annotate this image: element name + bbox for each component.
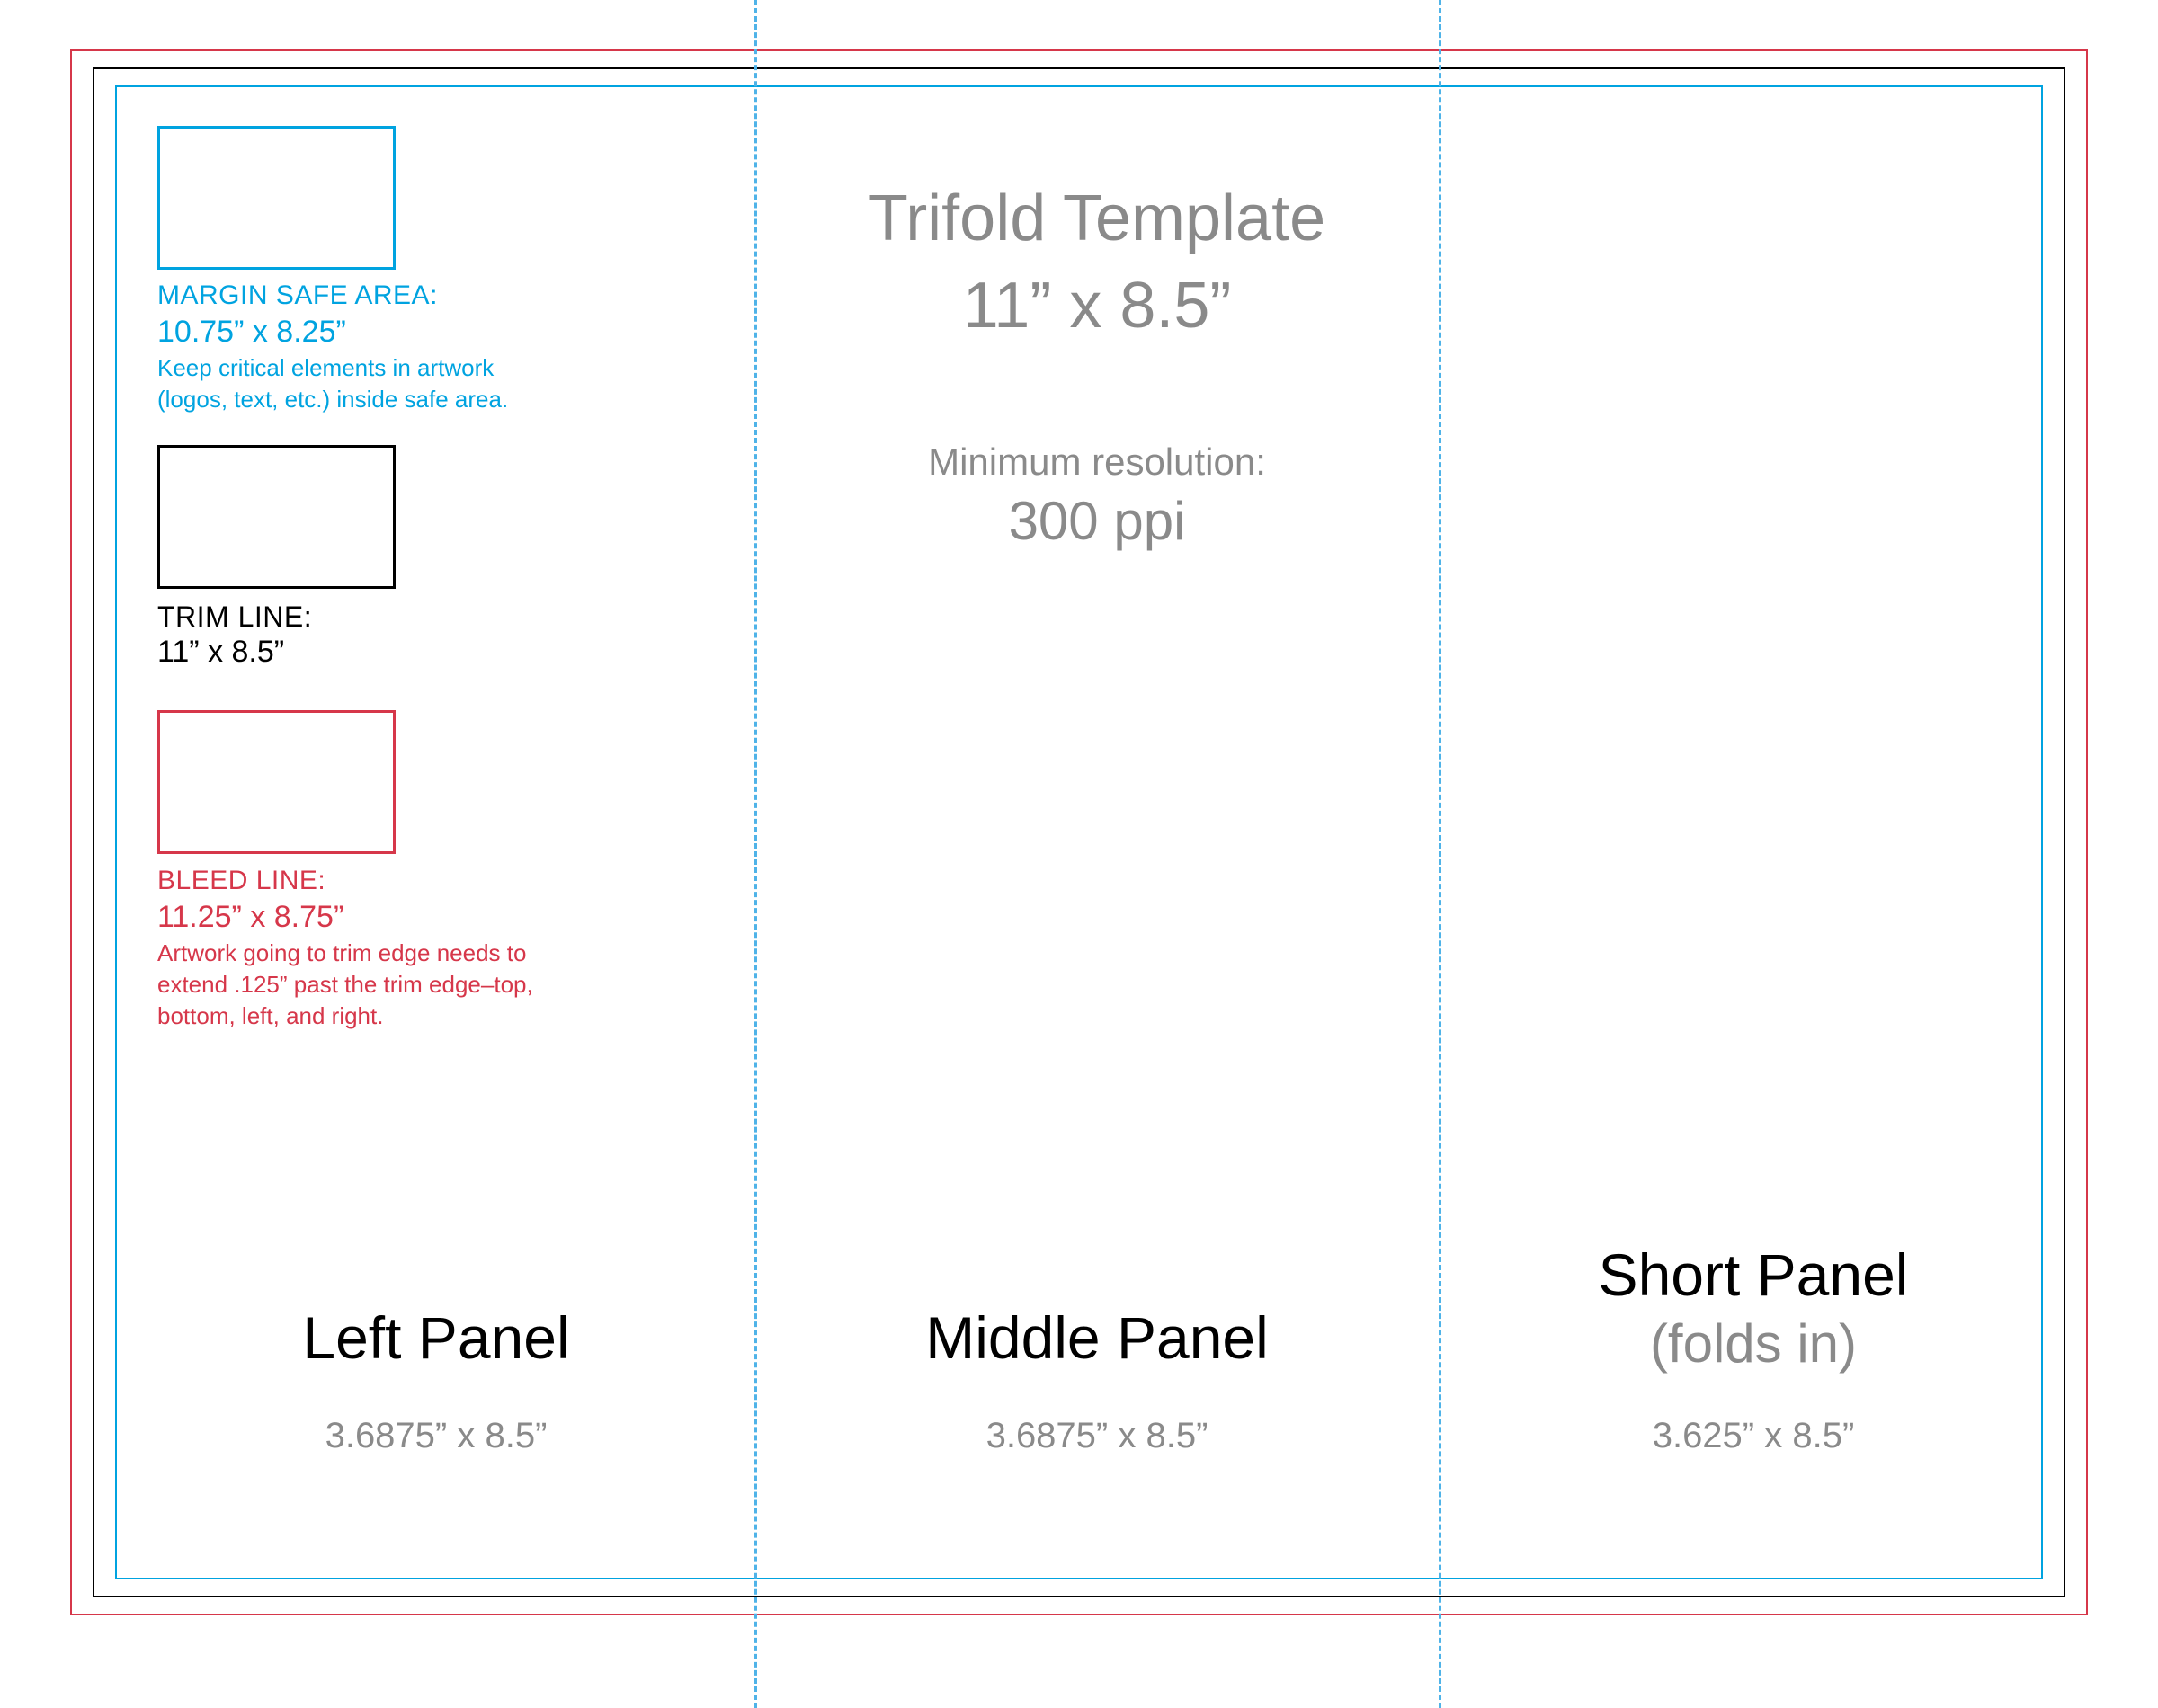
- panel-right-sub: (folds in): [1439, 1312, 2068, 1374]
- panel-middle-dimensions: 3.6875” x 8.5”: [755, 1416, 1439, 1456]
- legend-safe-description: Keep critical elements in artwork (logos…: [157, 352, 553, 415]
- legend-trim-title: TRIM LINE:: [157, 600, 312, 634]
- legend-trim-dimensions: 11” x 8.5”: [157, 635, 284, 670]
- swatch-safe-area: [157, 126, 396, 270]
- panel-right-dimensions: 3.625” x 8.5”: [1439, 1416, 2068, 1456]
- swatch-bleed-line: [157, 710, 396, 854]
- template-title: Trifold Template 11” x 8.5”: [755, 175, 1439, 350]
- legend-safe-dimensions: 10.75” x 8.25”: [157, 315, 346, 350]
- legend-bleed-dimensions: 11.25” x 8.75”: [157, 900, 343, 935]
- panel-left-name: Left Panel: [117, 1303, 755, 1372]
- legend-safe-title: MARGIN SAFE AREA:: [157, 280, 438, 311]
- legend-bleed-description: Artwork going to trim edge needs to exte…: [157, 938, 535, 1032]
- resolution-label: Minimum resolution:: [755, 440, 1439, 484]
- panel-right-name: Short Panel: [1439, 1241, 2068, 1309]
- legend-bleed-title: BLEED LINE:: [157, 866, 325, 896]
- resolution-value: 300 ppi: [755, 490, 1439, 552]
- template-title-line2: 11” x 8.5”: [963, 270, 1232, 342]
- template-canvas: MARGIN SAFE AREA: 10.75” x 8.25” Keep cr…: [0, 0, 2158, 1708]
- panel-left-dimensions: 3.6875” x 8.5”: [117, 1416, 755, 1456]
- template-title-line1: Trifold Template: [869, 182, 1325, 254]
- swatch-trim-line: [157, 445, 396, 589]
- panel-middle-name: Middle Panel: [755, 1303, 1439, 1372]
